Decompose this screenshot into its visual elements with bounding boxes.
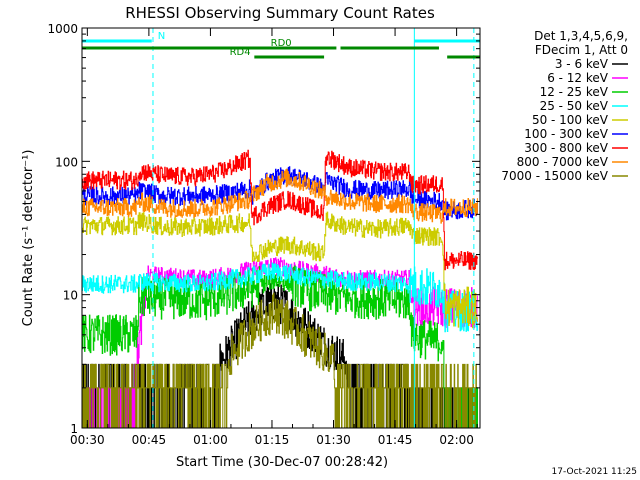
series-line-9 <box>81 292 478 429</box>
legend-label-3: 12 - 25 keV <box>540 85 609 99</box>
legend: Det 1,3,4,5,6,9,FDecim 1, Att 03 - 6 keV… <box>501 29 628 183</box>
x-tick-label-7: 02:00 <box>439 433 474 447</box>
y-tick-label-2: 10 <box>63 289 78 303</box>
legend-label-4: 25 - 50 keV <box>540 99 609 113</box>
axes: 00:30 00:45 01:00 01:15 01:30 01:45 02:00 1 10 10… <box>47 22 481 447</box>
x-tick-label-6: 01:45 <box>378 433 413 447</box>
legend-label-5: 50 - 100 keV <box>532 113 609 127</box>
series-line-4 <box>81 262 478 333</box>
legend-label-2: 6 - 12 keV <box>547 71 609 85</box>
series-line-7 <box>81 149 478 271</box>
legend-label-6: 100 - 300 keV <box>524 127 608 141</box>
state-label-n: N <box>158 31 165 42</box>
x-tick-label-4: 01:15 <box>255 433 290 447</box>
state-label-rd4: RD4 <box>230 47 251 58</box>
legend-label-9: 7000 - 15000 keV <box>501 169 608 183</box>
series-line-5 <box>81 211 478 329</box>
x-tick-label-2: 00:45 <box>132 433 167 447</box>
y-tick-label-4: 1000 <box>47 22 78 36</box>
x-tick-label-3: 01:00 <box>193 433 228 447</box>
legend-header-2: FDecim 1, Att 0 <box>535 43 628 57</box>
x-tick-label-5: 01:30 <box>316 433 351 447</box>
legend-header-1: Det 1,3,4,5,6,9, <box>534 29 628 43</box>
state-label-rd0: RD0 <box>271 38 292 49</box>
y-axis-label: Count Rate (s⁻¹ detector⁻¹) <box>21 150 36 327</box>
x-tick-label-1: 00:30 <box>70 433 105 447</box>
series-line-6 <box>81 166 478 221</box>
y-tick-label-3: 100 <box>55 155 78 169</box>
footer-timestamp: 17-Oct-2021 11:25 <box>552 467 637 477</box>
plot-frame <box>81 27 481 429</box>
chart-title: RHESSI Observing Summary Count Rates <box>125 4 435 22</box>
x-axis-label: Start Time (30-Dec-07 00:28:42) <box>176 455 388 470</box>
series-line-3 <box>81 265 478 429</box>
legend-label-8: 800 - 7000 keV <box>517 155 609 169</box>
y-tick-label-1: 1 <box>70 422 78 436</box>
legend-label-7: 300 - 800 keV <box>524 141 608 155</box>
plot-area: N RD0 RD4 <box>81 28 480 429</box>
series-line-8 <box>81 168 478 224</box>
legend-label-1: 3 - 6 keV <box>555 57 609 71</box>
